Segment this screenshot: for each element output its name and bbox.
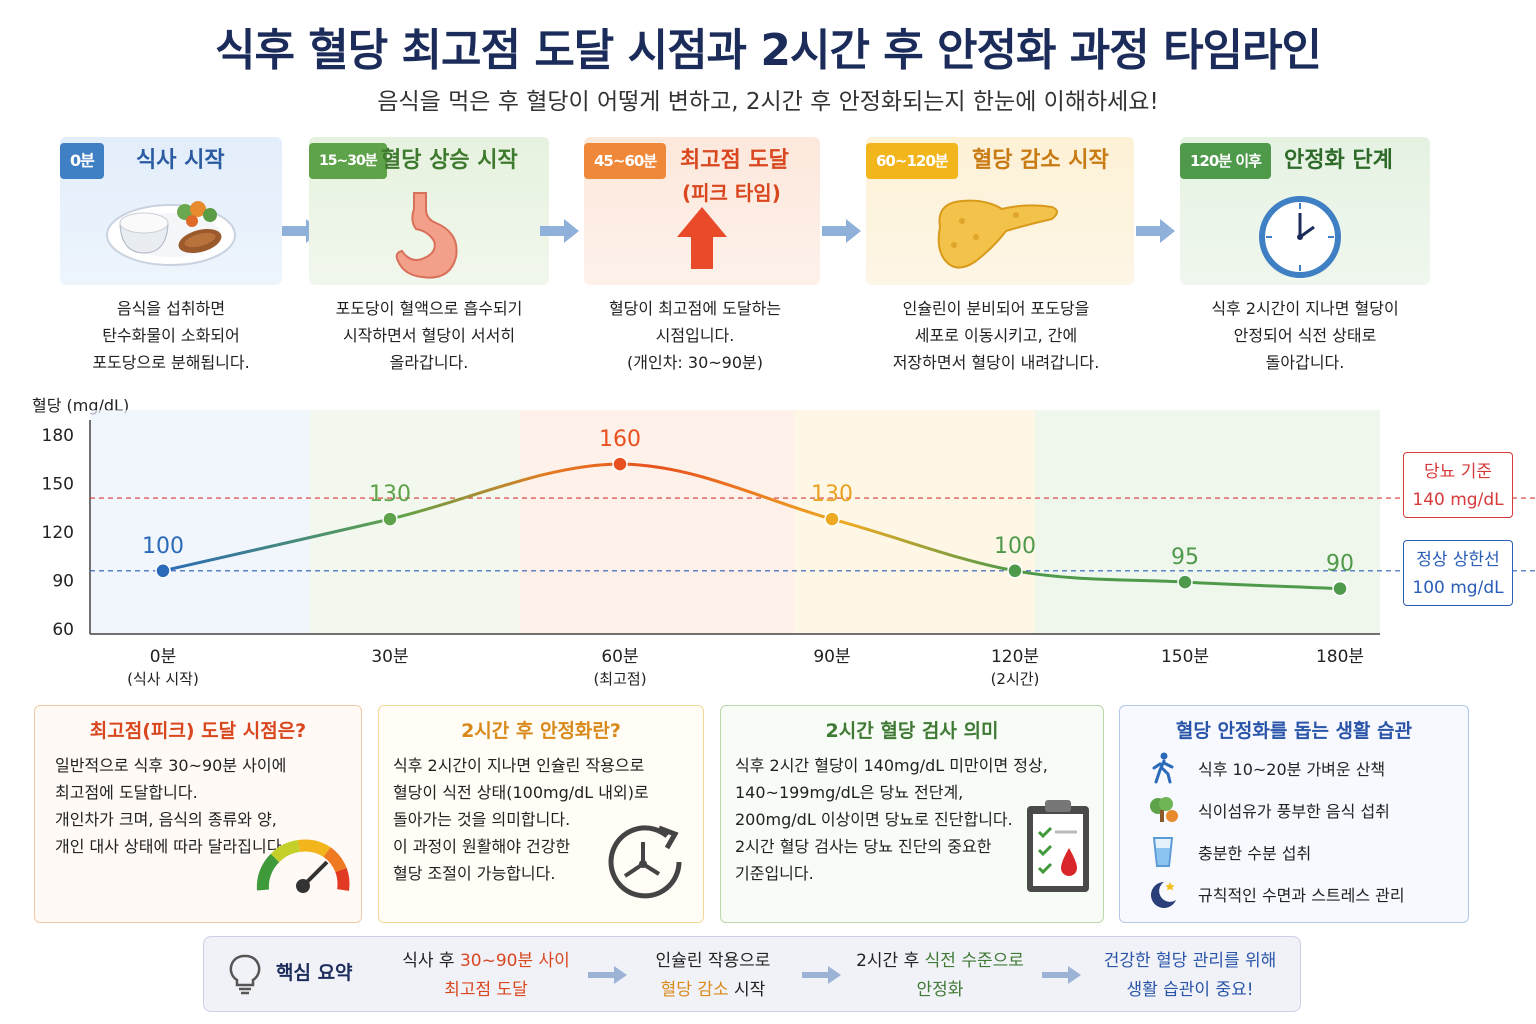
info-title: 최고점(피크) 도달 시점은? [89, 720, 307, 742]
stage-name-sub: (피크 타임) [682, 181, 781, 205]
vegetable-icon [1150, 797, 1178, 822]
info-box-habits: 혈당 안정화를 돕는 생활 습관 식후 10~20분 가벼운 산책 식이섬유가 … [1119, 705, 1469, 923]
stage-name: 안정화 단계 [1284, 148, 1393, 173]
info-title: 2시간 후 안정화란? [461, 720, 621, 742]
stage-description: 혈당이 최고점에 도달하는 시점입니다. (개인차: 30~90분) [608, 299, 782, 372]
clock-icon [1259, 196, 1341, 278]
diabetes-threshold-label: 당뇨 기준 140 mg/dL [1403, 452, 1513, 518]
stage-name: 최고점 도달 [680, 148, 789, 173]
x-tick-label: 60분 [601, 647, 638, 667]
data-value-label: 95 [1171, 545, 1199, 570]
info-title: 2시간 혈당 검사 의미 [825, 720, 999, 742]
stage-description: 인슐린이 분비되어 포도당을 세포로 이동시키고, 간에 저장하면서 혈당이 내… [892, 299, 1100, 372]
stage-description: 음식을 섭취하면 탄수화물이 소화되어 포도당으로 분해됩니다. [92, 299, 250, 372]
summary-step-peak: 식사 후 30~90분 사이 최고점 도달 [402, 951, 570, 1000]
summary-arrow-icon [588, 966, 627, 984]
summary-step-decrease: 인슐린 작용으로 혈당 감소 시작 [655, 951, 771, 1000]
info-box-stabilization: 2시간 후 안정화란? 식후 2시간이 지나면 인슐린 작용으로 혈당이 식전 … [378, 705, 704, 923]
gauge-icon [256, 839, 350, 893]
stage-name: 식사 시작 [136, 148, 225, 173]
info-body: 식후 2시간 혈당이 140mg/dL 미만이면 정상, 140~199mg/d… [735, 756, 1048, 883]
x-tick-sublabel: (식사 시작) [127, 670, 199, 688]
summary-step-stable: 2시간 후 식전 수준으로 안정화 [856, 951, 1024, 1000]
y-tick-label: 150 [42, 475, 74, 495]
summary-arrow-icon [1042, 966, 1081, 984]
stage-badge: 0분 [60, 143, 104, 179]
data-value-label: 160 [599, 427, 641, 452]
pancreas-icon [937, 199, 1058, 269]
stage-name: 혈당 감소 시작 [972, 148, 1109, 173]
clipboard-blood-icon [1027, 800, 1089, 892]
x-tick-label: 120분 [991, 647, 1039, 667]
glucose-line-chart: 60 90 120 150 180 0분 (식사 시작) 30분 60분 (최고점) 90분 120… [42, 410, 1536, 688]
stage-card-stable: 120분 이후 안정화 단계 [1180, 137, 1430, 285]
page-title: 식후 혈당 최고점 도달 시점과 2시간 후 안정화 과정 타임라인 [215, 25, 1322, 76]
summary-arrow-icon [802, 966, 841, 984]
info-body: 일반적으로 식후 30~90분 사이에 최고점에 도달합니다. 개인차가 크며,… [55, 756, 287, 856]
habit-item: 식후 10~20분 가벼운 산책 [1146, 752, 1466, 784]
data-point [612, 456, 628, 472]
stage-badge: 120분 이후 [1180, 143, 1271, 179]
x-tick-label: 30분 [371, 647, 408, 667]
data-point [1177, 574, 1193, 590]
stage-arrow-icon [822, 219, 861, 243]
y-tick-label: 90 [52, 572, 74, 592]
x-tick-label: 180분 [1316, 647, 1364, 667]
lightbulb-icon [229, 954, 261, 995]
x-tick-label: 0분 [150, 647, 176, 667]
x-tick-label: 150분 [1161, 647, 1209, 667]
summary-label: 핵심 요약 [276, 962, 353, 984]
y-tick-label: 120 [42, 523, 74, 543]
x-tick-sublabel: (최고점) [593, 670, 646, 688]
stage-card-peak: 45~60분 최고점 도달 (피크 타임) [584, 137, 820, 285]
y-tick-label: 60 [52, 620, 74, 640]
stage-arrow-icon [1136, 219, 1175, 243]
stage-card-meal: 0분 식사 시작 [60, 137, 282, 285]
data-value-label: 100 [994, 534, 1036, 559]
key-summary-bar: 핵심 요약 식사 후 30~90분 사이 최고점 도달 인슐린 작용으로 혈당 … [203, 936, 1301, 1012]
habit-item: 식이섬유가 풍부한 음식 섭취 [1146, 794, 1466, 826]
walking-icon [1152, 752, 1174, 784]
stage-name: 혈당 상승 시작 [381, 148, 518, 173]
normal-limit-label: 정상 상한선 100 mg/dL [1403, 540, 1513, 606]
stage-card-rise: 15~30분 혈당 상승 시작 [309, 137, 549, 285]
data-value-label: 130 [369, 482, 411, 507]
x-tick-sublabel: (2시간) [991, 670, 1040, 688]
data-point [1332, 580, 1348, 597]
habit-item: 규칙적인 수면과 스트레스 관리 [1146, 878, 1466, 910]
habit-item: 충분한 수분 섭취 [1146, 836, 1466, 868]
stage-description: 식후 2시간이 지나면 혈당이 안정되어 식전 상태로 돌아갑니다. [1211, 299, 1399, 372]
info-body: 식후 2시간이 지나면 인슐린 작용으로 혈당이 식전 상태(100mg/dL … [393, 756, 649, 883]
data-point [824, 511, 840, 527]
x-tick-label: 90분 [813, 647, 850, 667]
summary-step-habits: 건강한 혈당 관리를 위해 생활 습관이 중요! [1103, 951, 1277, 1000]
info-box-peak: 최고점(피크) 도달 시점은? 일반적으로 식후 30~90분 사이에 최고점에… [34, 705, 362, 923]
data-point [1007, 563, 1023, 579]
water-glass-icon [1152, 837, 1174, 867]
stage-badge: 45~60분 [584, 143, 667, 179]
data-value-label: 90 [1326, 552, 1354, 577]
info-box-2hr-test: 2시간 혈당 검사 의미 식후 2시간 혈당이 140mg/dL 미만이면 정상… [720, 705, 1104, 923]
stage-badge: 60~120분 [866, 143, 958, 179]
stage-description: 포도당이 혈액으로 흡수되기 시작하면서 혈당이 서서히 올라갑니다. [335, 299, 523, 372]
data-value-label: 100 [142, 534, 184, 559]
clock-cycle-icon [608, 825, 682, 899]
data-point [382, 511, 398, 527]
stage-card-decrease: 60~120분 혈당 감소 시작 [866, 137, 1134, 285]
stage-arrow-icon [540, 219, 579, 243]
y-tick-label: 180 [42, 426, 74, 446]
data-point [155, 563, 171, 579]
page-subtitle: 음식을 먹은 후 혈당이 어떻게 변하고, 2시간 후 안정화되는지 한눈에 이… [377, 89, 1159, 115]
info-title: 혈당 안정화를 돕는 생활 습관 [1175, 720, 1413, 742]
chart-phase-bands [90, 410, 1380, 634]
up-arrow-icon [677, 207, 727, 269]
moon-icon [1151, 882, 1176, 908]
stomach-icon [395, 192, 458, 279]
meal-plate-icon [106, 201, 236, 266]
stage-badge: 15~30분 [309, 143, 387, 179]
data-value-label: 130 [811, 482, 853, 507]
